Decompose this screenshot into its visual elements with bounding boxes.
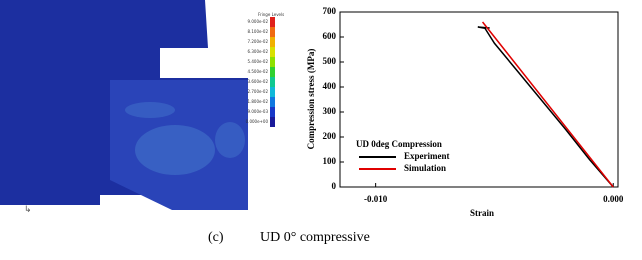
fringe-swatch: [270, 27, 275, 37]
chart: Strain Compression stress (MPa) 0 100 200 3…: [306, 6, 624, 218]
fringe-label: 1.800e-02: [248, 99, 269, 104]
fringe-title: Fringe Levels: [258, 12, 284, 17]
fringe-swatch: [270, 117, 275, 127]
series-line: [478, 27, 613, 187]
page: {"fringe": {"title": "Fringe Levels", "l…: [0, 0, 642, 255]
fringe-swatch: [270, 87, 275, 97]
fringe-label: 8.100e-02: [248, 29, 269, 34]
fringe-swatch: [270, 37, 275, 47]
fringe-swatch: [270, 97, 275, 107]
fringe-label: 6.300e-02: [248, 49, 269, 54]
series-line: [483, 22, 614, 187]
x-tick-label: -0.010: [364, 194, 388, 204]
fringe-swatch: [270, 57, 275, 67]
caption-text: UD 0° compressive: [260, 230, 370, 245]
y-tick-label: 0: [332, 181, 337, 191]
y-tick-label: 600: [323, 31, 337, 41]
legend-label: Simulation: [404, 163, 446, 173]
fem-image: ↳: [0, 0, 248, 214]
fringe-label: 0.000e+00: [246, 119, 269, 124]
fringe-swatch: [270, 77, 275, 87]
fringe-label: 9.000e-03: [248, 109, 269, 114]
fringe-label: 4.500e-02: [248, 69, 269, 74]
x-axis-label: Strain: [470, 208, 494, 218]
y-tick-label: 300: [323, 106, 337, 116]
y-tick-label: 200: [323, 131, 337, 141]
stress-region: [215, 122, 245, 158]
fringe-swatch: [270, 107, 275, 117]
y-tick-label: 500: [323, 56, 337, 66]
legend-title: UD 0deg Compression: [356, 139, 442, 149]
x-tick-label: 0.000: [603, 194, 624, 204]
plot-frame: [340, 12, 618, 187]
stress-region: [125, 102, 175, 118]
y-axis-label: Compression stress (MPa): [306, 49, 316, 150]
fringe-label: 3.600e-02: [248, 79, 269, 84]
fringe-label: 2.700e-02: [248, 89, 269, 94]
y-tick-label: 100: [323, 156, 337, 166]
fringe-label: 5.400e-02: [248, 59, 269, 64]
legend-label: Experiment: [404, 151, 450, 161]
fringe-label: 9.000e-02: [248, 19, 269, 24]
fringe-label: 7.200e-02: [248, 39, 269, 44]
fringe-swatch: [270, 67, 275, 77]
axis-triad: ↳: [24, 204, 32, 214]
fringe-swatch: [270, 17, 275, 27]
y-tick-label: 700: [323, 6, 337, 16]
y-tick-label: 400: [323, 81, 337, 91]
caption-label: (c): [208, 230, 224, 245]
fringe-swatch: [270, 47, 275, 57]
figure: ↳ Fringe Levels 9.000e-02 8.100e-02 7.200e…: [0, 0, 642, 255]
fringe-legend: Fringe Levels 9.000e-02 8.100e-02 7.200e-0…: [246, 12, 285, 127]
stress-region: [135, 125, 215, 175]
